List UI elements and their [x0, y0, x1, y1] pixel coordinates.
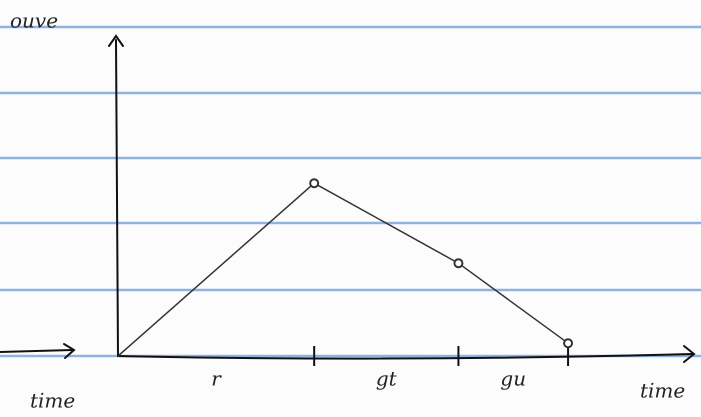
- page: ouve time time rgtgu (() => { const data…: [0, 0, 701, 417]
- data-point: [310, 179, 318, 187]
- interval-label: gt: [376, 367, 398, 391]
- interval-label: gu: [500, 367, 526, 391]
- sketch-chart: ouve time time r gt gu: [0, 0, 701, 417]
- y-axis-label: ouve: [10, 9, 58, 33]
- interval-label: r: [211, 367, 222, 391]
- data-point: [454, 259, 462, 267]
- x-axis-label: time: [640, 379, 685, 403]
- data-point: [564, 339, 572, 347]
- paper: [0, 0, 701, 417]
- annotation: time: [30, 389, 75, 413]
